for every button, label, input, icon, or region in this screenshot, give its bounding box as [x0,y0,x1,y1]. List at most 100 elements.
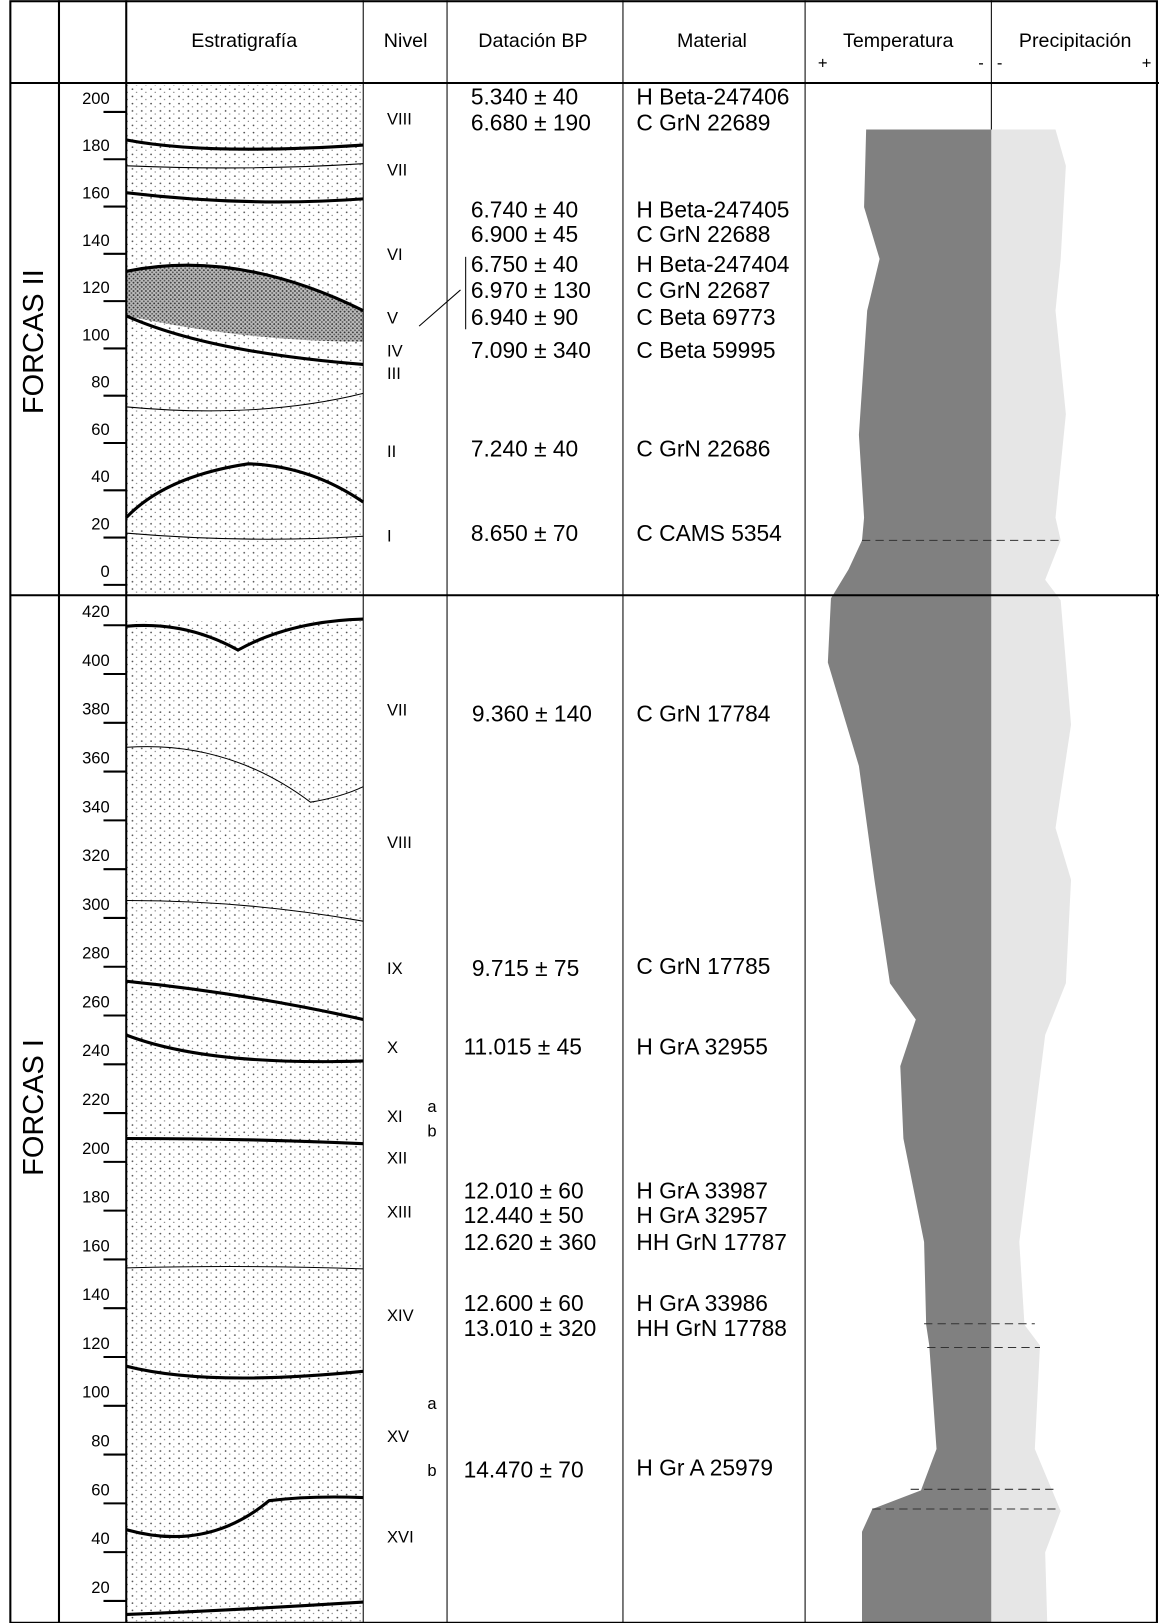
level-label: XIII [387,1202,412,1221]
date-bp: 6.970 ± 130 [471,277,591,303]
material: C Beta 59995 [636,337,775,363]
depth-label: 160 [82,184,110,203]
scale-sign: - [997,54,1003,73]
level-label: VIII [387,833,412,852]
date-bp: 6.680 ± 190 [471,109,591,135]
material: H GrA 33986 [636,1290,768,1316]
level-label: XIV [387,1306,414,1325]
material: HH GrN 17787 [636,1229,786,1255]
temperature-curve [827,129,992,1623]
depth-label: 20 [91,515,109,534]
depth-label: 20 [91,1578,109,1597]
material: H GrA 33987 [636,1177,768,1203]
level-label: III [387,364,401,383]
level-sublabel: b [427,1122,436,1141]
material: C GrN 22689 [636,109,770,135]
level-sublabel: b [427,1461,436,1480]
material: H GrA 32957 [636,1202,768,1228]
depth-label: 280 [82,944,110,963]
level-label: V [387,308,398,327]
depth-label: 260 [82,992,110,1011]
column-header: Temperatura [843,30,953,52]
depth-label: 40 [91,1529,109,1548]
depth-label: 60 [91,420,109,439]
material: H Beta-247405 [636,196,789,222]
depth-label: 200 [82,89,110,108]
date-bp: 12.600 ± 60 [464,1290,584,1316]
date-bp: 6.940 ± 90 [471,304,578,330]
column-header: Nivel [384,30,428,52]
depth-label: 320 [82,846,110,865]
depth-label: 380 [82,700,110,719]
level-label: XII [387,1149,407,1168]
date-bp: 7.240 ± 40 [471,435,578,461]
level-label: I [387,527,392,546]
stratigraphy-column [125,85,365,1623]
material: HH GrN 17788 [636,1315,786,1341]
level-label: VIII [387,110,412,129]
depth-label: 200 [82,1139,110,1158]
depth-label: 360 [82,749,110,768]
date-bp: 5.340 ± 40 [471,84,578,110]
material: C Beta 69773 [636,304,775,330]
depth-label: 160 [82,1236,110,1255]
material: H Beta-247406 [636,84,789,110]
material: C GrN 17785 [636,953,770,979]
date-bp: 11.015 ± 45 [464,1033,582,1059]
material: C GrN 22688 [636,221,770,247]
date-bp: 8.650 ± 70 [471,520,578,546]
depth-label: 240 [82,1041,110,1060]
table-frame [9,0,1159,1623]
precipitation-curve [991,129,1072,1623]
material: C GrN 22687 [636,277,770,303]
date-bp: 7.090 ± 340 [471,337,591,363]
column-header: Material [677,30,747,52]
depth-label: 80 [91,373,109,392]
level-label: XV [387,1427,409,1446]
level-label: XVI [387,1527,414,1546]
column-header: Estratigrafía [191,30,297,52]
depth-label: 60 [91,1480,109,1499]
level-label: IV [387,341,403,360]
level-sublabel: a [427,1097,437,1116]
material: C CAMS 5354 [636,520,781,546]
material: H Gr A 25979 [636,1455,773,1481]
depth-label: 100 [82,325,110,344]
level-label: IX [387,959,403,978]
depth-label: 180 [82,1188,110,1207]
date-bp: 6.740 ± 40 [471,196,578,222]
depth-label: 120 [82,278,110,297]
date-bp: 12.620 ± 360 [464,1229,597,1255]
level-label: II [387,442,396,461]
material: C GrN 17784 [636,700,770,726]
material: H Beta-247404 [636,251,789,277]
depth-label: 220 [82,1090,110,1109]
depth-label: 340 [82,797,110,816]
level-label: VII [387,160,407,179]
depth-label: 80 [91,1432,109,1451]
dashed-markers [862,539,1063,1510]
depth-label: 420 [82,602,110,621]
date-bp: 6.900 ± 45 [471,221,578,247]
level-label: X [387,1038,398,1057]
level-sublabel: a [427,1394,437,1413]
depth-label: 120 [82,1334,110,1353]
level-label: VII [387,700,407,719]
date-bp: 12.440 ± 50 [464,1202,584,1228]
depth-label: 0 [100,562,109,581]
depth-label: 400 [82,651,110,670]
material: H GrA 32955 [636,1033,768,1059]
date-bp: 12.010 ± 60 [464,1177,584,1203]
section-name: FORCAS I [18,1039,50,1176]
date-bp: 13.010 ± 320 [464,1315,597,1341]
depth-label: 140 [82,1285,110,1304]
level-label: XI [387,1107,403,1126]
date-bp: 14.470 ± 70 [464,1457,584,1483]
level-label: VI [387,245,403,264]
date-bp: 6.750 ± 40 [471,251,578,277]
column-header: Precipitación [1019,30,1132,52]
depth-label: 100 [82,1383,110,1402]
scale-sign: + [818,54,828,73]
depth-label: 300 [82,895,110,914]
